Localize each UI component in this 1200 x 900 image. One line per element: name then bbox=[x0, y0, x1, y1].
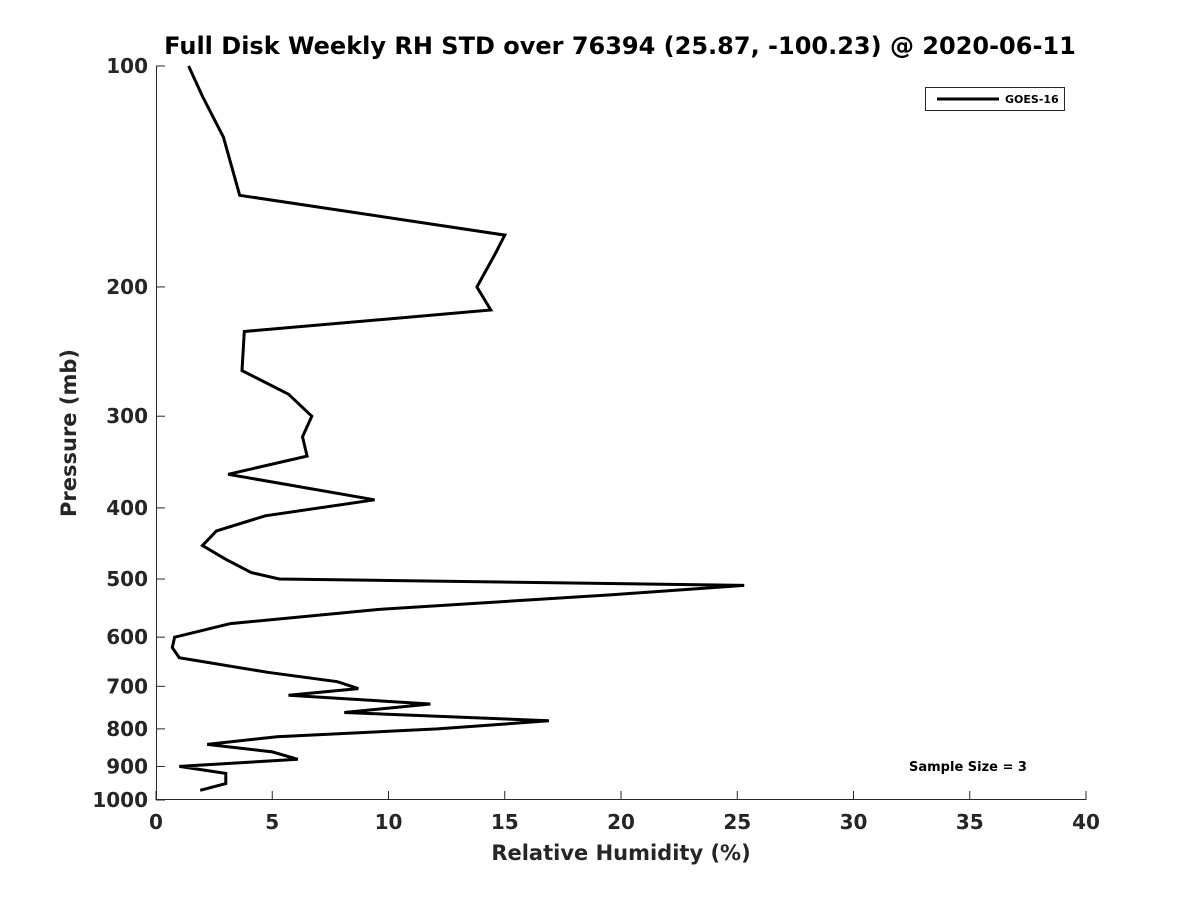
y-tick-label: 800 bbox=[106, 717, 148, 741]
x-tick-label: 10 bbox=[375, 810, 403, 834]
series-line-goes-16 bbox=[170, 65, 745, 792]
x-tick-label: 0 bbox=[149, 810, 163, 834]
x-axis-label: Relative Humidity (%) bbox=[491, 841, 750, 865]
x-tick-label: 20 bbox=[607, 810, 635, 834]
y-tick-label: 500 bbox=[106, 567, 148, 591]
x-ticks: 0 5 10 15 20 25 30 35 40 bbox=[149, 791, 1100, 834]
axes bbox=[156, 66, 1086, 800]
x-tick-label: 30 bbox=[840, 810, 868, 834]
y-tick-label: 200 bbox=[106, 275, 148, 299]
y-tick-label: 400 bbox=[106, 496, 148, 520]
y-ticks: 100 200 300 400 500 600 700 800 900 1000 bbox=[92, 54, 165, 812]
sample-size-annotation: Sample Size = 3 bbox=[909, 760, 1027, 775]
x-tick-label: 25 bbox=[723, 810, 751, 834]
y-tick-label: 100 bbox=[106, 54, 148, 78]
chart-title: Full Disk Weekly RH STD over 76394 (25.8… bbox=[164, 32, 1076, 60]
x-tick-label: 40 bbox=[1072, 810, 1100, 834]
legend: GOES-16 bbox=[925, 87, 1065, 111]
y-tick-label: 700 bbox=[106, 674, 148, 698]
x-tick-label: 5 bbox=[265, 810, 279, 834]
y-tick-label: 1000 bbox=[92, 788, 148, 812]
x-tick-label: 35 bbox=[956, 810, 984, 834]
y-axis-label: Pressure (mb) bbox=[57, 349, 81, 517]
x-tick-label: 15 bbox=[491, 810, 519, 834]
y-tick-label: 900 bbox=[106, 754, 148, 778]
y-tick-label: 600 bbox=[106, 625, 148, 649]
y-tick-label: 300 bbox=[106, 404, 148, 428]
legend-label: GOES-16 bbox=[1005, 93, 1059, 106]
series-group bbox=[170, 65, 745, 792]
